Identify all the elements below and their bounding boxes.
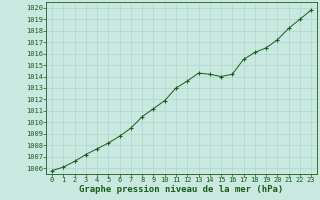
X-axis label: Graphe pression niveau de la mer (hPa): Graphe pression niveau de la mer (hPa) [79,185,284,194]
